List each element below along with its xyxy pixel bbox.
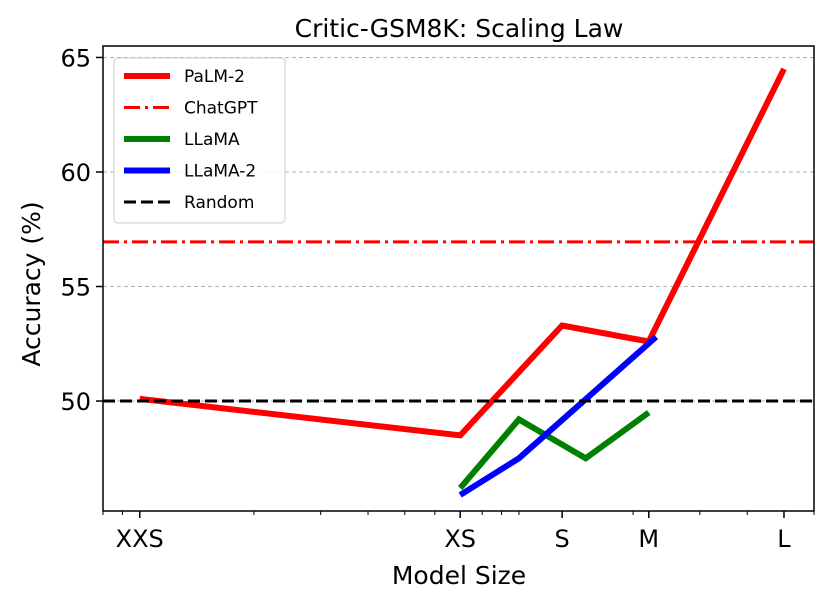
- legend-label-chatgpt: ChatGPT: [184, 99, 258, 119]
- legend: PaLM-2 ChatGPT LLaMA LLaMA-2 Random: [113, 57, 286, 224]
- legend-label-palm-2: PaLM-2: [184, 67, 245, 87]
- ticks: 50 55 60 65 XXS XS S M L: [60, 44, 815, 553]
- y-tick-label: 55: [60, 274, 91, 302]
- x-tick-label: XXS: [116, 525, 164, 553]
- x-tick-label: S: [555, 525, 570, 553]
- x-tick-label: M: [638, 525, 659, 553]
- y-tick-label: 60: [60, 159, 91, 187]
- series-line-llama-2: [458, 334, 659, 498]
- series-line-llama: [457, 410, 651, 491]
- legend-label-random: Random: [184, 193, 254, 213]
- y-tick-label: 65: [60, 44, 91, 72]
- x-tick-label: XS: [444, 525, 476, 553]
- y-tick-label: 50: [60, 388, 91, 416]
- legend-label-llama-2: LLaMA-2: [184, 162, 256, 182]
- y-axis-label: Accuracy (%): [17, 201, 46, 366]
- chart-title: Critic-GSM8K: Scaling Law: [295, 14, 624, 43]
- axes-frame: [102, 45, 815, 512]
- legend-label-llama: LLaMA: [184, 130, 240, 150]
- plot-area: [103, 67, 814, 498]
- x-tick-label: L: [777, 525, 791, 553]
- legend-box: [113, 57, 286, 224]
- series-line-palm-2: [139, 67, 787, 439]
- x-axis-label: Model Size: [392, 561, 526, 590]
